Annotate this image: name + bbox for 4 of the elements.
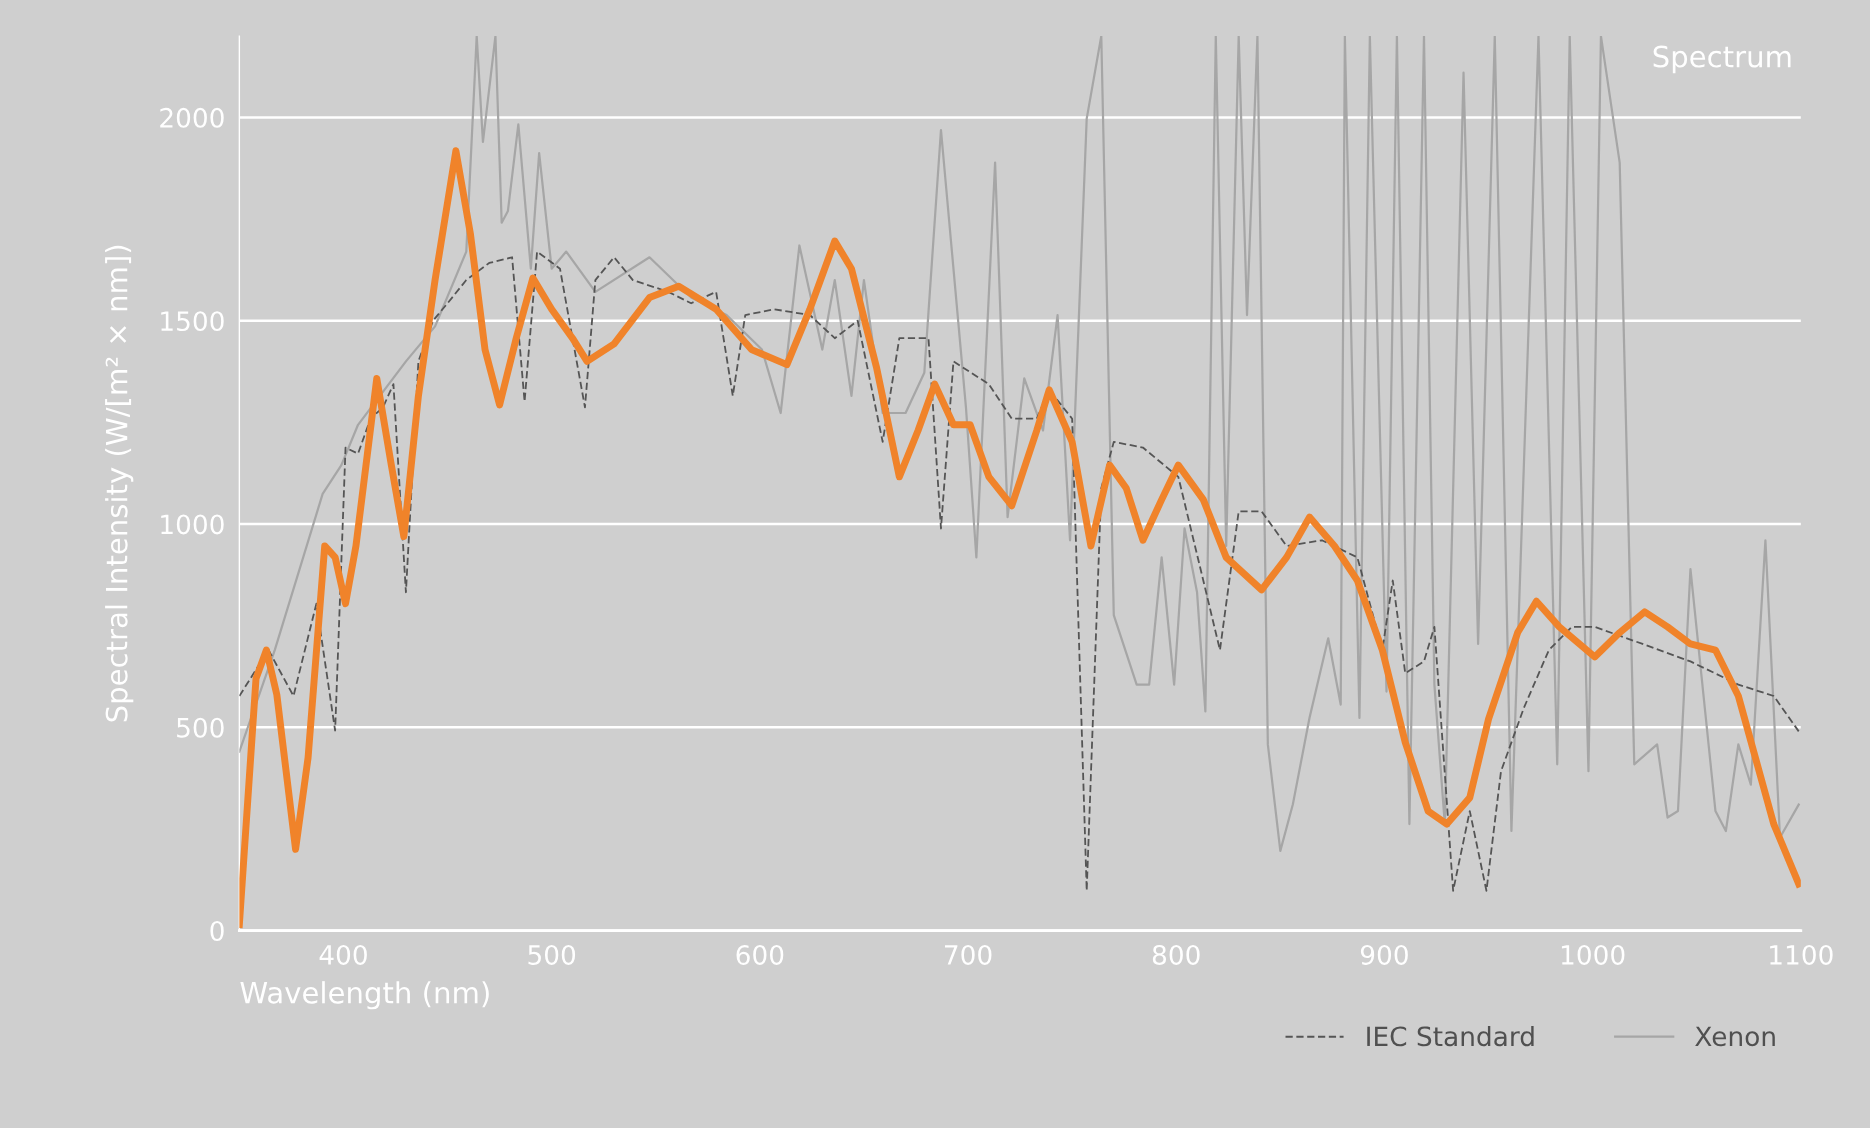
line-series: [239, 36, 1800, 853]
line-series: [239, 250, 1800, 892]
legend-label: IEC Standard: [1367, 1025, 1534, 1047]
legend-label: Xenon: [1695, 1026, 1775, 1047]
